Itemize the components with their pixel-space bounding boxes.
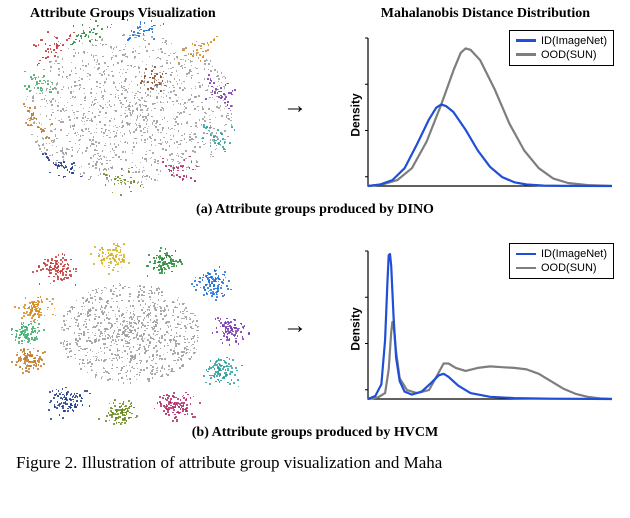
legend-ood-label: OOD(SUN) [541,49,597,61]
swatch-id-icon [516,253,536,256]
legend-id-label: ID(ImageNet) [541,248,607,260]
chart-a: Density ID(ImageNet) OOD(SUN) [340,28,620,203]
main-caption: Figure 2. Illustration of attribute grou… [10,447,620,473]
legend-ood-label: OOD(SUN) [541,262,597,274]
title-dist: Mahalanobis Distance Distribution [381,6,590,22]
swatch-id-icon [516,39,536,42]
chart-b: Density ID(ImageNet) OOD(SUN) [340,241,620,416]
legend-id: ID(ImageNet) [516,247,607,261]
figure: Attribute Groups Visualization Mahalanob… [0,0,630,473]
row-b: → Density ID(ImageNet) OOD(SUN) [10,224,620,429]
legend-b: ID(ImageNet) OOD(SUN) [509,243,614,279]
legend-id-label: ID(ImageNet) [541,35,607,47]
arrow-a: → [270,93,320,120]
row-a: Attribute Groups Visualization Mahalanob… [10,6,620,206]
legend-id: ID(ImageNet) [516,34,607,48]
arrow-b: → [270,313,320,340]
legend-a: ID(ImageNet) OOD(SUN) [509,30,614,66]
swatch-ood-icon [516,267,536,270]
tsne-a [10,11,250,201]
tsne-b [10,235,250,425]
legend-ood: OOD(SUN) [516,261,607,275]
swatch-ood-icon [516,53,536,56]
legend-ood: OOD(SUN) [516,48,607,62]
